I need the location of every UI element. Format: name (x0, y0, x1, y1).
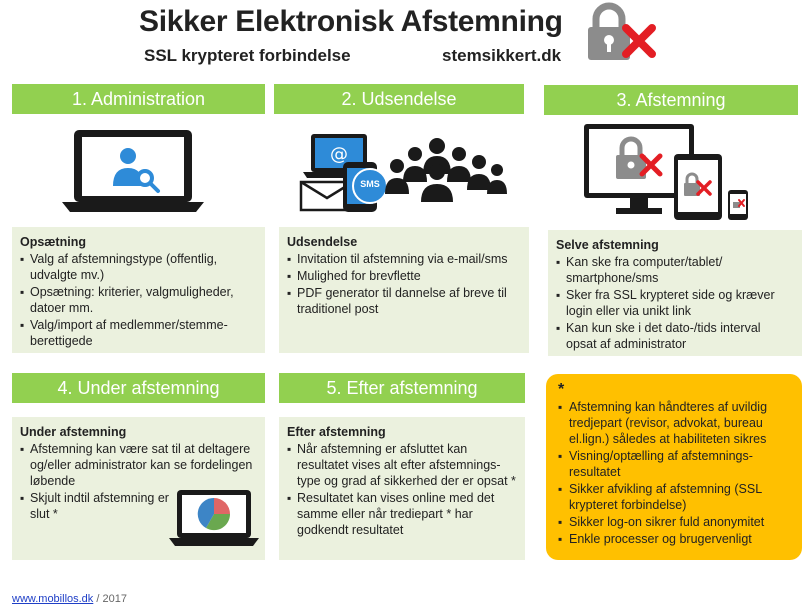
list-item: Sikker afvikling af afstemning (SSL kryp… (558, 481, 792, 513)
step-header-afstemning: 3. Afstemning (544, 85, 798, 115)
list-item: Mulighed for brevflette (287, 268, 521, 284)
step-header-under-afstemning: 4. Under afstemning (12, 373, 265, 403)
box-title: Udsendelse (287, 235, 358, 249)
list-item: Afstemning kan være sat til at deltagere… (20, 441, 257, 489)
laptop-admin-icon (62, 130, 204, 212)
box-title: Under afstemning (20, 425, 127, 439)
list-item: Opsætning: kriterier, valgmuligheder, da… (20, 284, 257, 316)
list-item: Afstemning kan håndteres af uvildig tred… (558, 399, 792, 447)
footer-year: / 2017 (93, 593, 127, 605)
list-item: Visning/optælling af afstemnings-resulta… (558, 448, 792, 480)
footer-link[interactable]: www.mobillos.dk (12, 593, 94, 605)
sms-label: SMS (360, 179, 380, 189)
info-box-efter-afstemning: Efter afstemning Når afstemning er afslu… (279, 417, 525, 560)
site-name: stemsikkert.dk (442, 46, 562, 65)
list-item: Invitation til afstemning via e-mail/sms (287, 251, 521, 267)
notes-marker: * (558, 381, 565, 398)
list-item: Enkle processer og brugervenligt (558, 531, 792, 547)
list-item: Kan kun ske i det dato-/tids interval op… (556, 320, 794, 352)
list-item: Resultatet kan vises online med det samm… (287, 490, 517, 538)
list-item: Valg/import af medlemmer/stemme-berettig… (20, 317, 257, 349)
step-header-udsendelse: 2. Udsendelse (274, 84, 524, 114)
mail-sms-people-icon: @ (299, 134, 507, 212)
box-title: Opsætning (20, 235, 86, 249)
svg-text:@: @ (330, 144, 348, 165)
box-title: Efter afstemning (287, 425, 386, 439)
info-box-udsendelse: Udsendelse Invitation til afstemning via… (279, 227, 529, 353)
list-item: Sikker log-on sikrer fuld anonymitet (558, 514, 792, 530)
notes-box: * Afstemning kan håndteres af uvildig tr… (546, 374, 802, 560)
list-item: PDF generator til dannelse af breve til … (287, 285, 521, 317)
step-header-efter-afstemning: 5. Efter afstemning (279, 373, 525, 403)
info-box-administration: Opsætning Valg af afstemningstype (offen… (12, 227, 265, 353)
step-header-administration: 1. Administration (12, 84, 265, 114)
list-item: Valg af afstemningstype (offentlig, udva… (20, 251, 257, 283)
laptop-piechart-icon (169, 490, 259, 546)
lock-cross-icon (588, 2, 656, 60)
devices-lock-icon (584, 124, 748, 220)
footer: www.mobillos.dk / 2017 (12, 593, 127, 605)
info-box-afstemning: Selve afstemning Kan ske fra computer/ta… (548, 230, 802, 356)
list-item: Skjult indtil afstemning er slut * (20, 490, 170, 522)
list-item: Kan ske fra computer/tablet/ smartphone/… (556, 254, 794, 286)
list-item: Når afstemning er afsluttet kan resultat… (287, 441, 517, 489)
page-title: Sikker Elektronisk Afstemning (139, 5, 563, 38)
page-subtitle: SSL krypteret forbindelse (144, 46, 351, 65)
box-title: Selve afstemning (556, 238, 659, 252)
list-item: Sker fra SSL krypteret side og kræver lo… (556, 287, 794, 319)
